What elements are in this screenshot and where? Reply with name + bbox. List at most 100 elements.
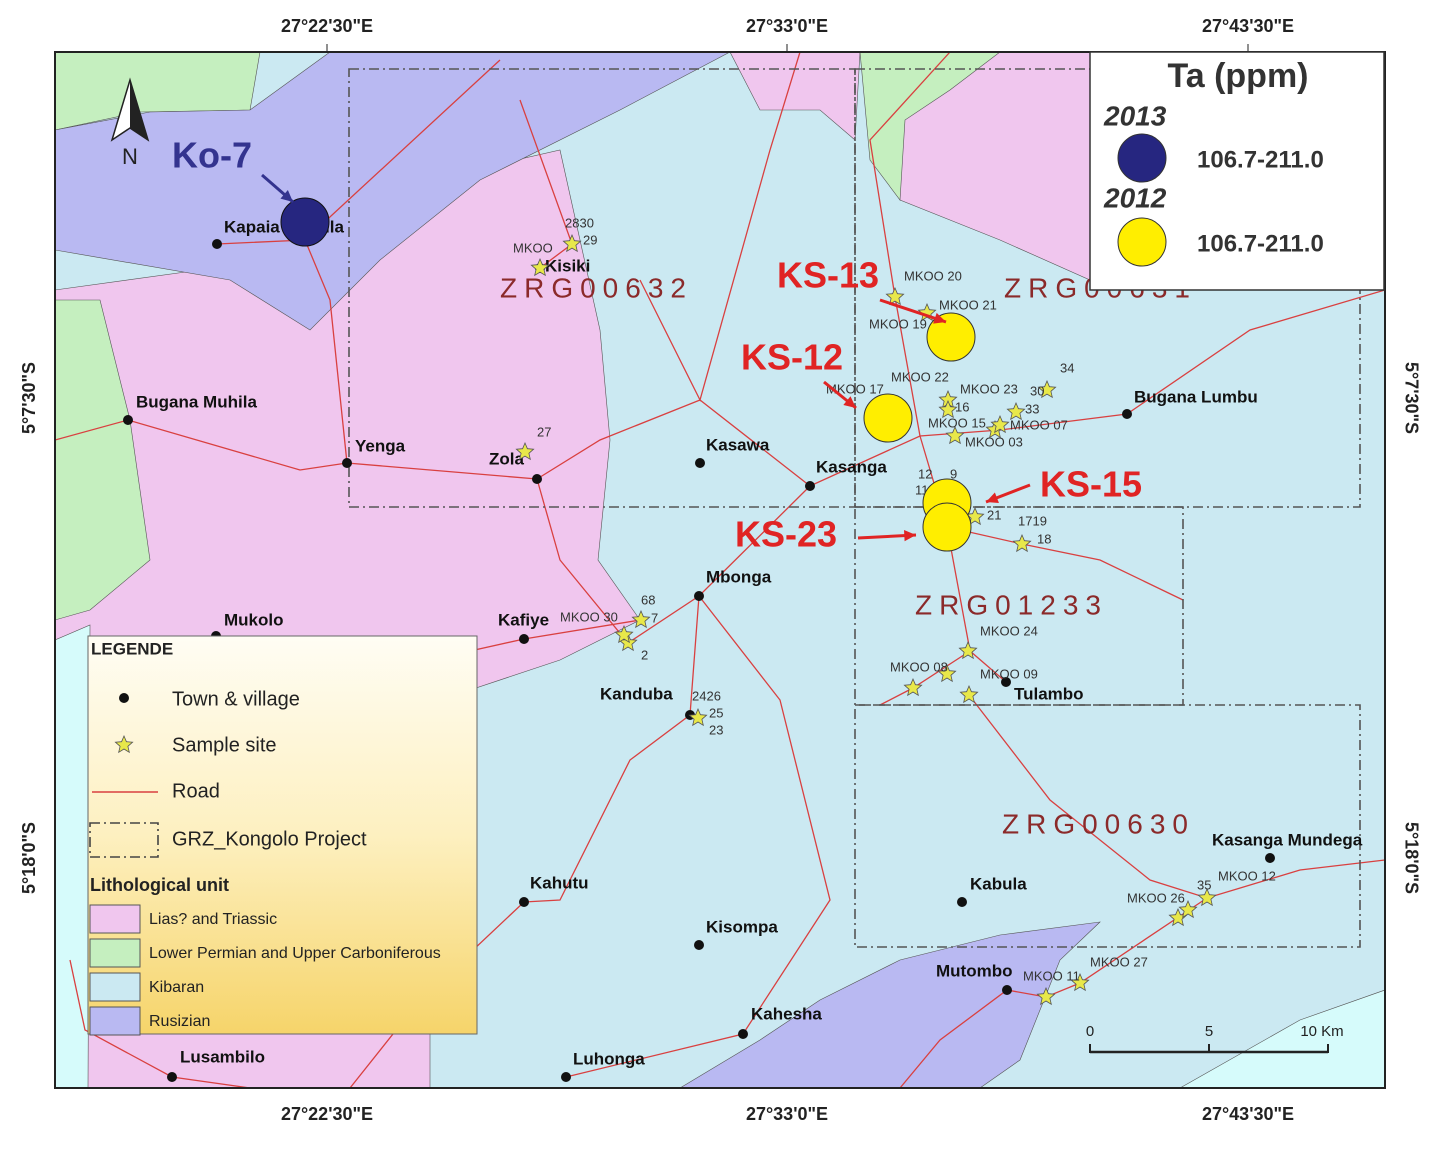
arrow-head bbox=[843, 396, 856, 408]
legend-item: Sample site bbox=[172, 734, 277, 756]
town-dot bbox=[519, 897, 529, 907]
legend-project bbox=[89, 822, 159, 858]
callout: KS-12 bbox=[741, 337, 843, 378]
legend-unit: Lower Permian and Upper Carboniferous bbox=[149, 945, 441, 962]
town-dot bbox=[1122, 409, 1132, 419]
map-frame bbox=[54, 51, 1386, 1089]
town-dot bbox=[519, 634, 529, 644]
north-arrow bbox=[130, 80, 148, 140]
sample-label: 9 bbox=[950, 466, 957, 481]
scale-label: 10 Km bbox=[1300, 1023, 1343, 1040]
legend-unit: Lias? and Triassic bbox=[149, 911, 277, 928]
road bbox=[565, 595, 831, 1078]
sample-site bbox=[530, 257, 550, 277]
sample-site bbox=[990, 414, 1010, 434]
ta-legend-year: 2013 bbox=[1103, 100, 1167, 131]
ta-legend-year: 2012 bbox=[1103, 182, 1167, 213]
legend-title: LEGENDE bbox=[91, 639, 173, 658]
sample-label: 2830 bbox=[565, 215, 594, 230]
town-dot bbox=[123, 415, 133, 425]
sample-site bbox=[562, 233, 582, 253]
sample-site bbox=[1197, 887, 1217, 907]
sample-label: MKOO 19 bbox=[869, 316, 927, 331]
road bbox=[346, 289, 1385, 487]
road bbox=[919, 435, 1007, 683]
town-dot bbox=[694, 591, 704, 601]
sample-site bbox=[885, 286, 905, 306]
sample-label: MKOO 03 bbox=[965, 434, 1023, 449]
sample-label: 7 bbox=[651, 610, 658, 625]
town-label: Kahesha bbox=[751, 1004, 822, 1023]
legend-town bbox=[119, 693, 129, 703]
arrow-head bbox=[933, 312, 946, 324]
road bbox=[869, 52, 951, 437]
town-label: Kanduba bbox=[600, 684, 673, 703]
permian-area bbox=[55, 299, 151, 621]
coord-label: 27°43'30"E bbox=[1202, 16, 1294, 36]
sample-label: MKOO 23 bbox=[960, 381, 1018, 396]
sample-2012 bbox=[922, 502, 972, 552]
permian-area bbox=[859, 52, 1001, 201]
town-dot bbox=[738, 1029, 748, 1039]
coord-label: 27°43'30"E bbox=[1202, 1104, 1294, 1124]
legend-lith-title: Lithological unit bbox=[90, 875, 229, 895]
legend-unit: Rusizian bbox=[149, 1013, 210, 1030]
legend-swatch bbox=[89, 904, 141, 934]
arrow-head bbox=[904, 529, 916, 542]
road bbox=[304, 59, 501, 241]
town-dot bbox=[167, 1072, 177, 1082]
town-label: Kisiki bbox=[545, 256, 590, 275]
sample-label: MKOO 11 bbox=[1023, 968, 1080, 983]
sample-label: MKOO 12 bbox=[1218, 868, 1276, 883]
sample-label: MKOO 27 bbox=[1090, 954, 1148, 969]
town-label: Lusambilo bbox=[180, 1047, 265, 1066]
sample-label: 68 bbox=[641, 592, 655, 607]
sample-site bbox=[1037, 379, 1057, 399]
ta-legend-title: Ta (ppm) bbox=[1167, 57, 1308, 95]
callout: KS-15 bbox=[1040, 464, 1142, 505]
sample-site bbox=[688, 707, 708, 727]
sample-label: 33 bbox=[1025, 401, 1039, 416]
town-label: Mutombo bbox=[936, 961, 1012, 980]
ta-legend-symbol bbox=[1117, 217, 1167, 267]
coord-label: 27°22'30"E bbox=[281, 1104, 373, 1124]
road bbox=[899, 897, 1208, 1088]
sample-site bbox=[1036, 986, 1056, 1006]
town-dot bbox=[1001, 677, 1011, 687]
sample-site bbox=[959, 684, 979, 704]
sample-label: MKOO 07 bbox=[1010, 417, 1068, 432]
sample-site bbox=[958, 640, 978, 660]
sample-site bbox=[631, 609, 651, 629]
sample-label: MKOO 24 bbox=[980, 623, 1038, 638]
arrow-head bbox=[986, 492, 999, 504]
town-dot bbox=[694, 940, 704, 950]
sample-label: MKOO 20 bbox=[904, 268, 962, 283]
callout: KS-23 bbox=[735, 514, 837, 555]
town-dot bbox=[212, 239, 222, 249]
kibaran-area bbox=[55, 624, 91, 1088]
sample-site bbox=[614, 624, 634, 644]
sample-label: 35 bbox=[1197, 877, 1211, 892]
ta-legend-range: 106.7-211.0 bbox=[1197, 146, 1324, 173]
legend-unit: Kibaran bbox=[149, 979, 204, 996]
sample-site bbox=[937, 663, 957, 683]
callout: KS-13 bbox=[777, 255, 879, 296]
sample-site bbox=[903, 677, 923, 697]
project-label: ZRG00630 bbox=[1002, 808, 1195, 839]
legend-item: GRZ_Kongolo Project bbox=[172, 828, 367, 850]
sample-site bbox=[938, 399, 958, 419]
town-label: Bugana Muhila bbox=[136, 392, 257, 411]
town-dot bbox=[805, 481, 815, 491]
town-label: Kasawa bbox=[706, 435, 770, 454]
legend-box bbox=[87, 635, 478, 1035]
sample-label: 27 bbox=[537, 424, 551, 439]
rusizian-area bbox=[55, 52, 731, 331]
legend-sample bbox=[114, 734, 134, 754]
arrow-head bbox=[280, 190, 293, 202]
town-dot bbox=[561, 1072, 571, 1082]
sample-label: MKOO 30 bbox=[560, 609, 618, 624]
town-label: Kasanga Mundega bbox=[1212, 830, 1363, 849]
lias-area bbox=[729, 52, 861, 141]
coord-label: 5°7'30"S bbox=[1401, 362, 1421, 434]
